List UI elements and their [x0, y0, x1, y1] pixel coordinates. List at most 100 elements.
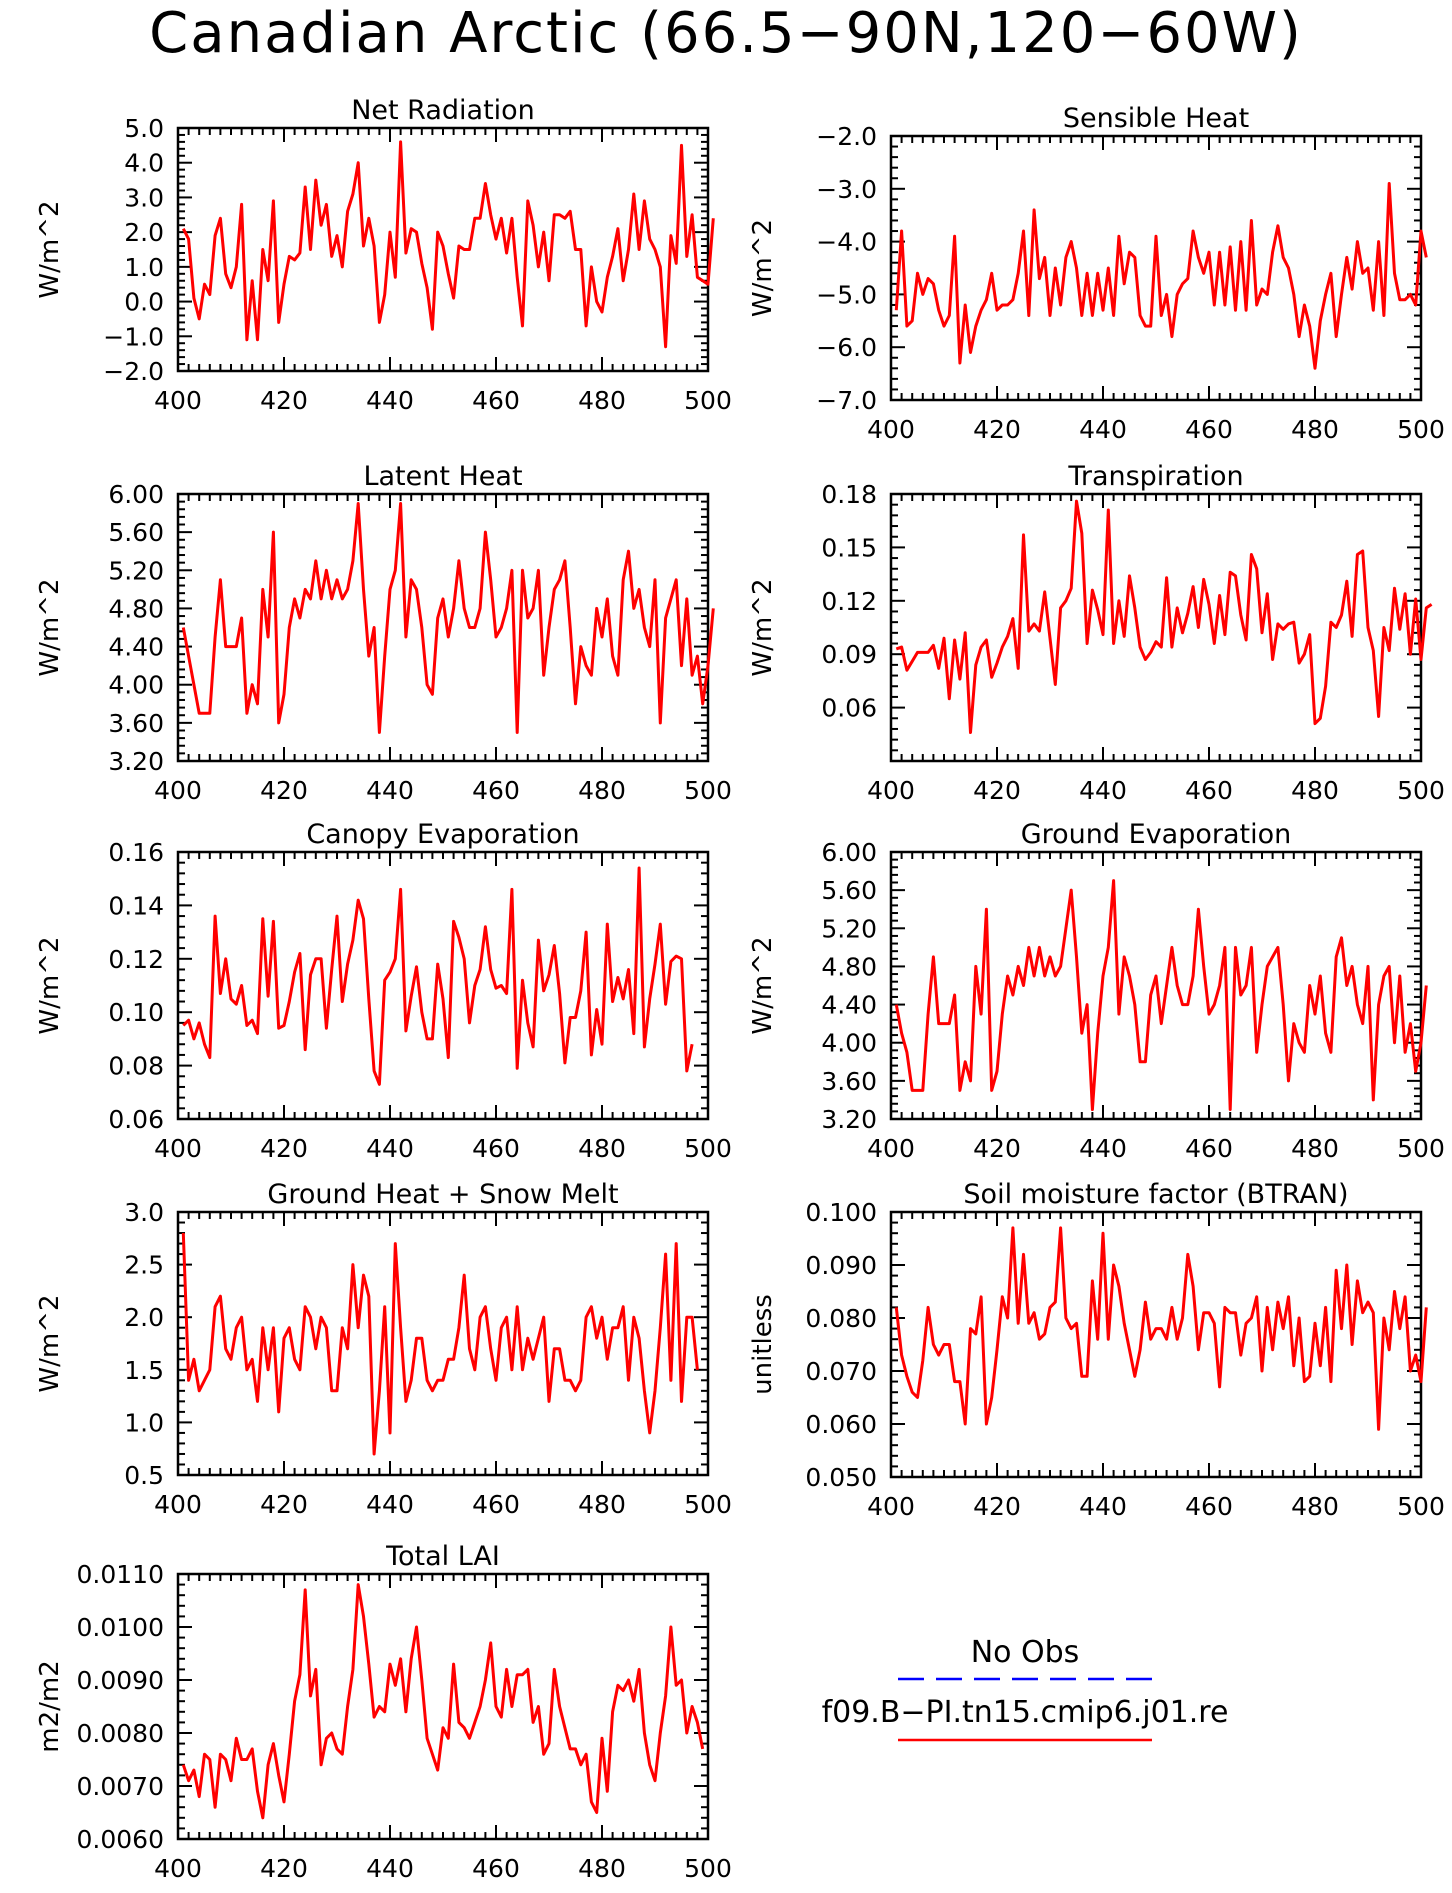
x-tick-label: 400 [154, 1854, 202, 1883]
panel-title: Transpiration [1067, 461, 1243, 492]
x-tick-label: 460 [1185, 415, 1233, 444]
panel-title: Sensible Heat [1063, 103, 1249, 134]
series-line [894, 879, 1428, 1111]
x-tick-label: 500 [684, 1134, 732, 1163]
y-tick-label: 0.18 [821, 480, 877, 509]
y-tick-label: 0.080 [805, 1304, 877, 1333]
y-tick-label: 0.08 [108, 1052, 164, 1081]
y-axis-label: W/m^2 [35, 578, 65, 676]
y-tick-label: 3.0 [124, 183, 164, 212]
x-tick-label: 400 [154, 1134, 202, 1163]
x-tick-label: 400 [154, 386, 202, 415]
panel-2: 400 420 440 460 480 500 −7.0 −6.0 −5.0 −4.0 −3.0 −2… [748, 103, 1445, 444]
x-tick-label: 480 [1291, 415, 1339, 444]
x-tick-label: 400 [867, 415, 915, 444]
series-line [182, 866, 694, 1086]
x-tick-label: 480 [578, 1854, 626, 1883]
x-tick-label: 460 [472, 386, 520, 415]
y-tick-label: 6.00 [821, 838, 877, 867]
y-tick-label: −2.0 [816, 122, 877, 151]
y-tick-label: 1.0 [124, 1408, 164, 1437]
y-tick-label: 0.15 [821, 533, 877, 562]
y-axis-label: W/m^2 [35, 1294, 65, 1392]
legend-model-label: f09.B−PI.tn15.cmip6.j01.re [822, 1695, 1229, 1730]
x-tick-label: 440 [366, 1134, 414, 1163]
x-tick-label: 420 [973, 776, 1021, 805]
y-tick-label: 4.00 [108, 671, 164, 700]
x-tick-label: 420 [260, 386, 308, 415]
y-tick-label: 2.0 [124, 218, 164, 247]
y-tick-label: 0.06 [108, 1105, 164, 1134]
series-line [181, 1583, 705, 1820]
x-tick-label: 460 [472, 776, 520, 805]
y-tick-label: 0.070 [805, 1357, 877, 1386]
y-tick-label: 5.60 [821, 876, 877, 905]
y-tick-label: 0.060 [805, 1410, 877, 1439]
x-tick-label: 440 [366, 386, 414, 415]
x-tick-label: 400 [154, 776, 202, 805]
y-tick-label: −4.0 [816, 228, 877, 257]
y-tick-label: 2.5 [124, 1251, 164, 1280]
legend: No Obs f09.B−PI.tn15.cmip6.j01.re [822, 1635, 1229, 1742]
panel-title: Ground Heat + Snow Melt [267, 1179, 618, 1210]
x-tick-label: 420 [260, 1854, 308, 1883]
y-tick-label: 5.20 [821, 914, 877, 943]
x-tick-label: 460 [1185, 1134, 1233, 1163]
x-tick-label: 420 [260, 1134, 308, 1163]
y-tick-label: 5.20 [108, 556, 164, 585]
y-axis-label: W/m^2 [35, 936, 65, 1034]
x-tick-label: 500 [1397, 1492, 1445, 1521]
x-tick-label: 480 [578, 1134, 626, 1163]
y-tick-label: 0.0110 [77, 1560, 164, 1589]
y-tick-label: −2.0 [103, 357, 164, 386]
y-tick-label: 3.60 [108, 709, 164, 738]
y-tick-label: −6.0 [816, 333, 877, 362]
panel-6: 400 420 440 460 480 500 3.20 3.60 4.00 4.40 4.80 5.… [748, 819, 1445, 1163]
y-axis-label: unitless [748, 1294, 778, 1395]
y-tick-label: 0.09 [821, 640, 877, 669]
x-tick-label: 400 [867, 1134, 915, 1163]
y-tick-label: 0.0060 [77, 1825, 164, 1854]
y-tick-label: 0.5 [124, 1461, 164, 1490]
y-tick-label: 6.00 [108, 480, 164, 509]
x-tick-label: 440 [1079, 776, 1127, 805]
panel-3: 400 420 440 460 480 500 3.20 3.60 4.00 4.40 4.80 5.… [35, 461, 732, 805]
legend-obs-label: No Obs [971, 1635, 1080, 1670]
panel-title: Net Radiation [351, 95, 535, 126]
x-tick-label: 480 [578, 1490, 626, 1519]
x-tick-label: 480 [1291, 1134, 1339, 1163]
x-tick-label: 480 [578, 776, 626, 805]
x-tick-label: 440 [1079, 415, 1127, 444]
plot-frame [176, 1572, 710, 1841]
x-tick-label: 500 [684, 1490, 732, 1519]
x-tick-label: 420 [260, 1490, 308, 1519]
panel-9: 400 420 440 460 480 500 0.0060 0.0070 0.0080 0.00… [35, 1541, 732, 1883]
y-tick-label: 4.00 [821, 1029, 877, 1058]
x-tick-label: 440 [366, 776, 414, 805]
y-tick-label: 0.0100 [77, 1613, 164, 1642]
y-tick-label: −7.0 [816, 386, 877, 415]
y-tick-label: 4.80 [821, 952, 877, 981]
y-tick-label: 0.0080 [77, 1719, 164, 1748]
x-tick-label: 460 [1185, 1492, 1233, 1521]
y-tick-label: 3.0 [124, 1198, 164, 1227]
x-tick-label: 500 [1397, 776, 1445, 805]
x-tick-label: 440 [1079, 1134, 1127, 1163]
figure-title: Canadian Arctic (66.5−90N,120−60W) [149, 1, 1303, 66]
plot-frame [176, 492, 710, 763]
y-tick-label: 1.5 [124, 1356, 164, 1385]
x-tick-label: 420 [973, 1492, 1021, 1521]
x-tick-label: 460 [472, 1134, 520, 1163]
x-tick-label: 460 [472, 1854, 520, 1883]
x-tick-label: 420 [973, 1134, 1021, 1163]
x-tick-label: 500 [684, 386, 732, 415]
y-tick-label: 4.40 [108, 633, 164, 662]
y-tick-label: 3.60 [821, 1067, 877, 1096]
x-tick-label: 500 [684, 776, 732, 805]
x-tick-label: 480 [1291, 1492, 1339, 1521]
panel-7: 400 420 440 460 480 500 0.5 1.0 1.5 2.0 2.5 3.0 Grou… [35, 1179, 732, 1519]
x-tick-label: 500 [684, 1854, 732, 1883]
panel-title: Soil moisture factor (BTRAN) [963, 1179, 1348, 1210]
x-tick-label: 400 [154, 1490, 202, 1519]
